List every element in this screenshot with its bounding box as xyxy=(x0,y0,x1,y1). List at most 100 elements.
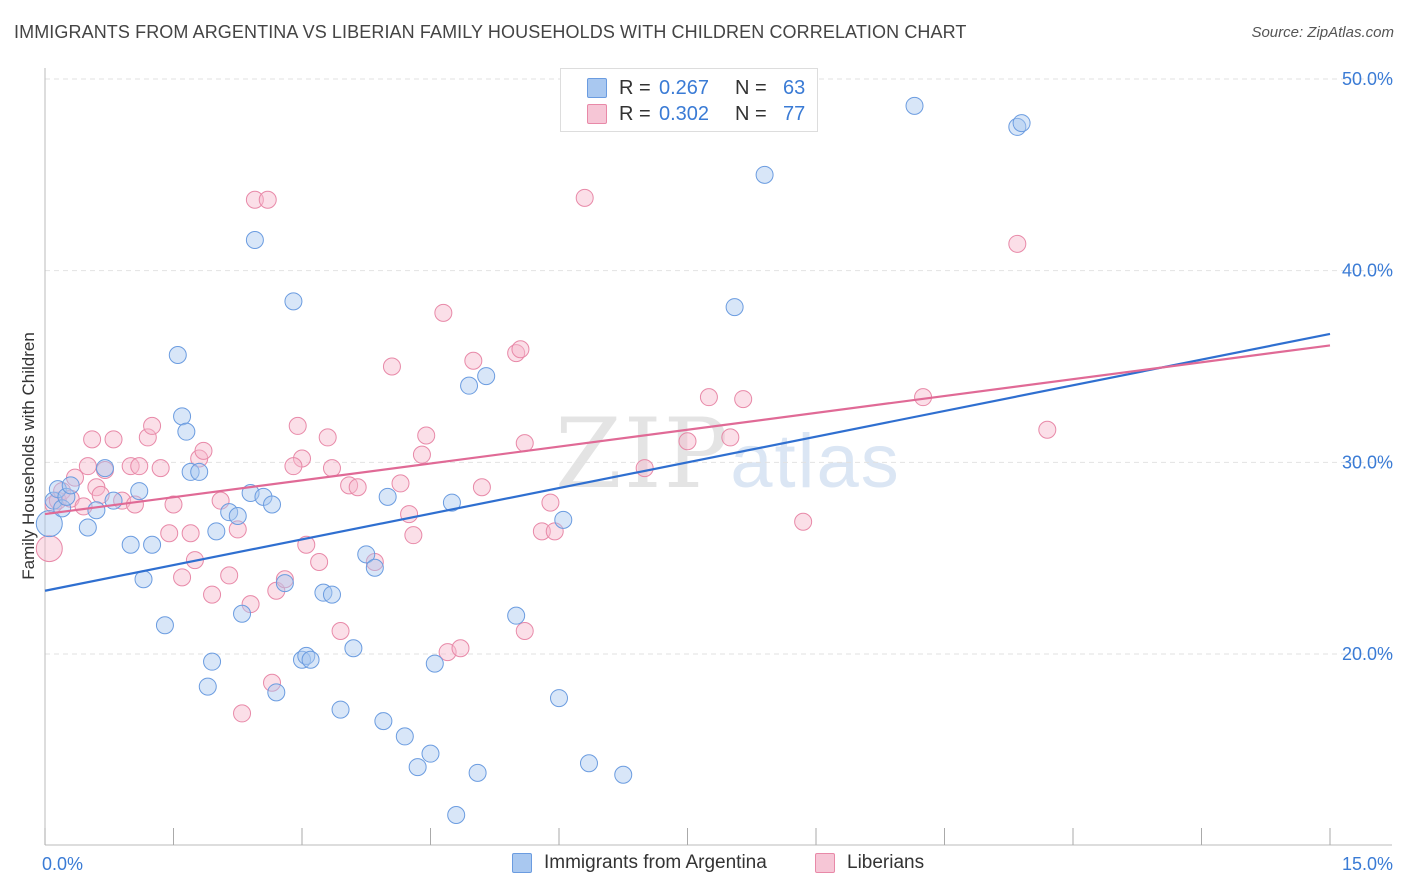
y-tick-label: 30.0% xyxy=(1342,452,1393,472)
argentina-point xyxy=(245,231,264,249)
liberians-point xyxy=(297,535,316,554)
argentina-point xyxy=(78,518,97,537)
argentina-point xyxy=(263,495,282,514)
argentina-point xyxy=(442,493,461,512)
argentina-point xyxy=(168,346,187,364)
legend-r-value: 0.302 xyxy=(659,102,710,125)
liberians-point xyxy=(451,639,470,658)
liberians-point xyxy=(284,457,303,476)
argentina-point xyxy=(755,165,774,184)
trend-lines xyxy=(44,332,1331,592)
argentina-point xyxy=(173,407,192,426)
liberians-point xyxy=(348,478,367,497)
legend-n-value: 63 xyxy=(783,76,806,99)
argentina-point xyxy=(905,96,924,115)
argentina-point xyxy=(408,758,427,777)
argentina-point xyxy=(143,535,162,554)
liberians-trend-line xyxy=(44,344,1331,516)
x-tick-label: 15.0% xyxy=(1342,854,1393,874)
watermark: ZIPatlas xyxy=(555,398,901,510)
argentina-point xyxy=(35,510,63,538)
liberians-point xyxy=(138,428,157,447)
series-legend: Immigrants from Argentina Liberians xyxy=(0,852,1406,878)
liberians-point xyxy=(515,434,534,453)
argentina-point xyxy=(121,535,140,554)
series-swatch-argentina xyxy=(512,853,532,873)
argentina-point xyxy=(61,476,80,495)
argentina-point xyxy=(447,806,466,824)
liberians-point xyxy=(678,432,697,451)
legend-swatch-liberians xyxy=(587,104,607,124)
liberians-point xyxy=(130,457,149,476)
chart-title: IMMIGRANTS FROM ARGENTINA VS LIBERIAN FA… xyxy=(14,22,967,42)
liberians-point xyxy=(464,351,483,370)
argentina-point xyxy=(130,482,149,501)
liberians-point xyxy=(160,524,179,543)
liberians-point xyxy=(721,428,740,447)
liberians-point xyxy=(635,459,654,478)
argentina-point xyxy=(198,677,217,696)
x-tick-label: 0.0% xyxy=(42,854,83,874)
argentina-point xyxy=(460,376,479,395)
liberians-point xyxy=(434,303,453,322)
argentina-point xyxy=(1012,114,1031,133)
liberians-point xyxy=(245,190,264,209)
argentina-point xyxy=(725,298,744,317)
liberians-point xyxy=(511,340,530,359)
liberians-point xyxy=(151,459,170,478)
liberians-point xyxy=(541,493,560,512)
legend-r-value: 0.267 xyxy=(659,76,710,99)
argentina-point xyxy=(331,700,350,719)
liberians-point xyxy=(228,520,247,539)
argentina-point xyxy=(579,754,598,773)
argentina-point xyxy=(267,683,286,702)
argentina-point xyxy=(177,422,196,441)
liberians-point xyxy=(173,568,192,587)
argentina-point xyxy=(228,507,247,525)
argentina-point xyxy=(301,650,320,669)
series-label-argentina: Immigrants from Argentina xyxy=(544,852,767,873)
liberians-point xyxy=(143,416,162,435)
liberians-point xyxy=(104,430,123,449)
argentina-point xyxy=(614,765,633,784)
argentina-points xyxy=(35,96,1031,824)
argentina-point xyxy=(374,712,393,731)
series-swatch-liberians xyxy=(815,853,835,873)
liberians-point xyxy=(78,457,97,476)
legend-row-argentina: R = 0.267 N = 63 xyxy=(587,75,805,101)
liberians-point xyxy=(1008,234,1027,253)
liberians-point xyxy=(382,357,401,376)
liberians-point xyxy=(734,390,753,409)
axes xyxy=(44,68,1392,846)
liberians-point xyxy=(258,190,277,209)
liberians-point xyxy=(275,570,294,589)
series-legend-argentina[interactable]: Immigrants from Argentina xyxy=(512,852,767,874)
liberians-point xyxy=(575,188,594,207)
y-tick-label: 20.0% xyxy=(1342,644,1393,664)
argentina-point xyxy=(507,606,526,625)
liberians-point xyxy=(263,673,282,692)
argentina-point xyxy=(468,763,487,782)
liberians-point xyxy=(35,535,63,563)
argentina-trend-line xyxy=(44,332,1331,592)
y-axis-label: Family Households with Children xyxy=(19,332,38,580)
liberians-points xyxy=(35,188,1057,723)
liberians-point xyxy=(288,416,307,435)
argentina-point xyxy=(477,367,496,386)
legend-n-label: N = xyxy=(735,76,767,99)
liberians-point xyxy=(1038,420,1057,439)
argentina-point xyxy=(155,616,174,635)
argentina-point xyxy=(357,545,376,564)
argentina-point xyxy=(554,510,573,529)
argentina-point xyxy=(322,585,341,604)
tick-labels: 20.0% 30.0% 40.0% 50.0% 0.0% 15.0% xyxy=(42,69,1393,874)
argentina-point xyxy=(87,501,106,520)
y-tick-label: 50.0% xyxy=(1342,69,1393,89)
liberians-point xyxy=(83,430,102,449)
y-tick-label: 40.0% xyxy=(1342,261,1393,281)
liberians-point xyxy=(194,441,213,460)
legend-swatch-argentina xyxy=(587,78,607,98)
liberians-point xyxy=(412,445,431,464)
series-legend-liberians[interactable]: Liberians xyxy=(815,852,924,874)
